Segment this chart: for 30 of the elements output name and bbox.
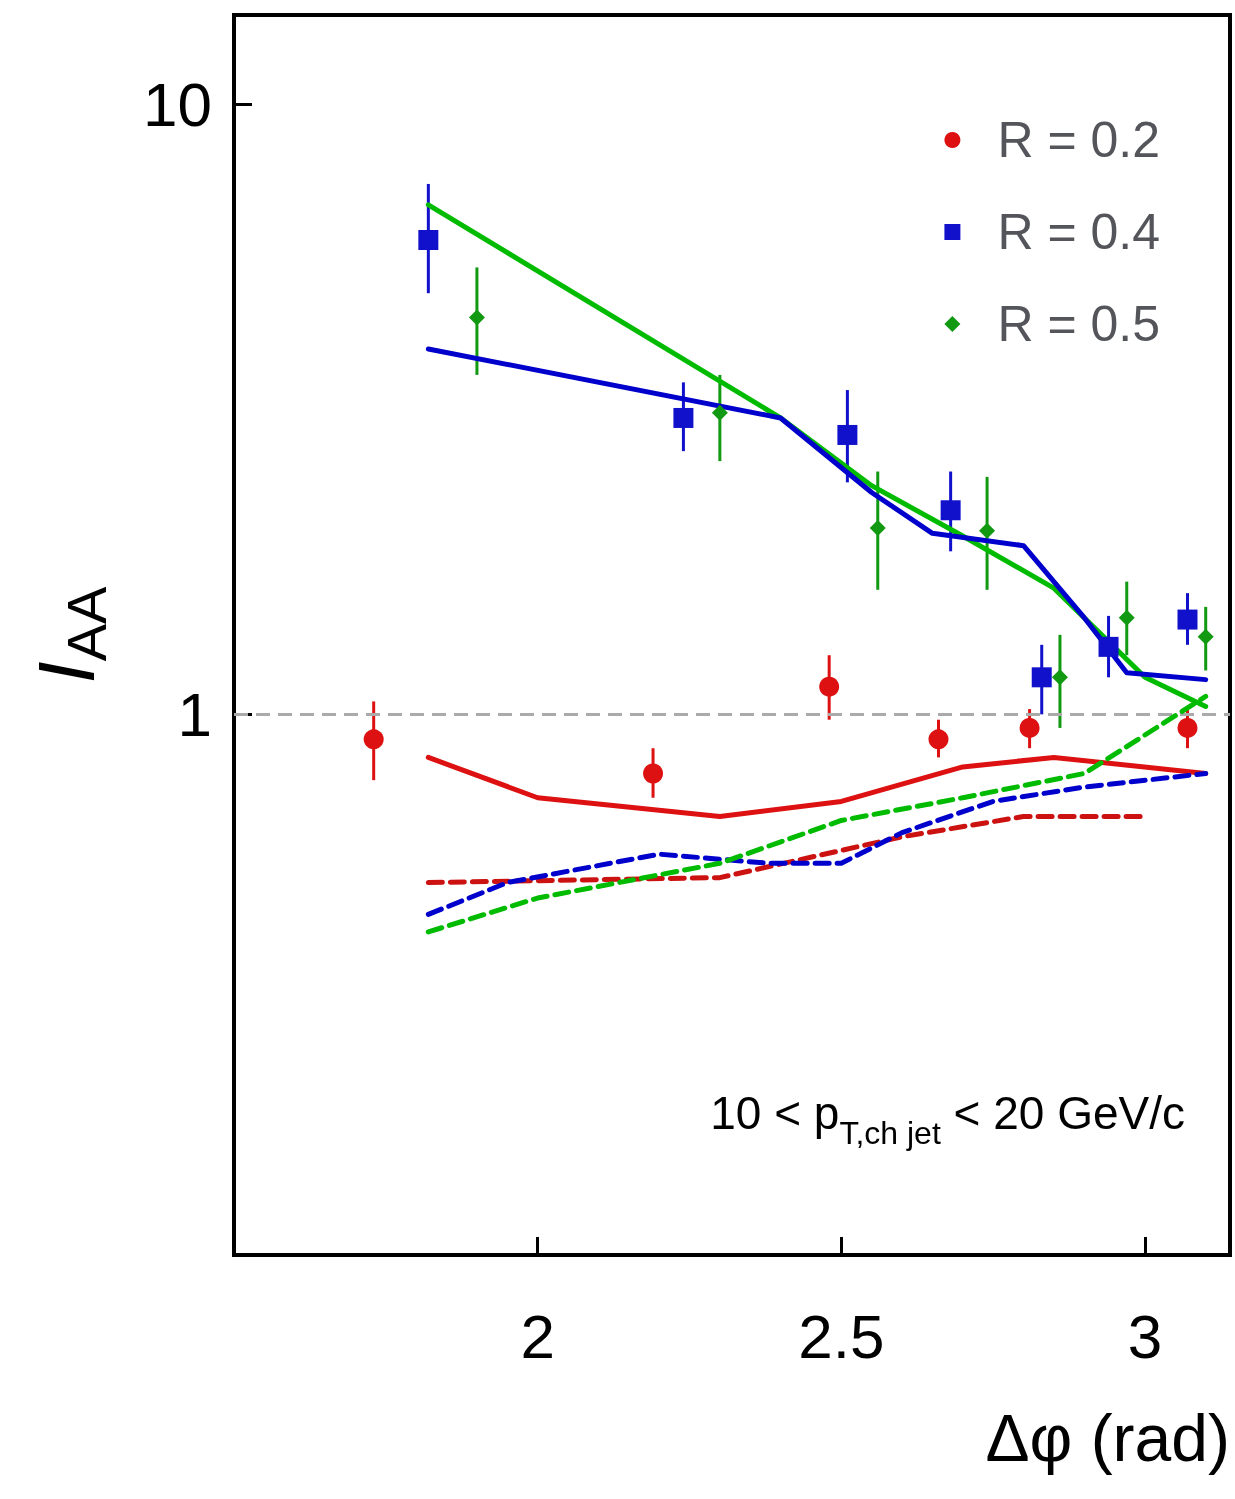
point [673, 407, 694, 428]
y-tick-label: 1 [177, 679, 212, 749]
x-tick-label: 2 [520, 1301, 555, 1371]
point [1019, 717, 1040, 738]
point [1098, 636, 1119, 657]
y-axis-title: IAA [21, 585, 118, 684]
point [979, 522, 996, 539]
point [837, 424, 858, 445]
x-tick-label: 2.5 [798, 1301, 885, 1371]
point [940, 500, 961, 521]
point [363, 729, 384, 750]
point [468, 309, 485, 326]
point [869, 520, 886, 537]
point [1118, 609, 1135, 626]
legend-label: R = 0.5 [997, 296, 1161, 352]
point [418, 229, 439, 250]
point [819, 676, 840, 697]
y-tick-label: 10 [143, 69, 212, 139]
point [643, 763, 664, 784]
point [1051, 669, 1068, 686]
point [1177, 609, 1198, 630]
point [1031, 667, 1052, 688]
x-axis-title: Δφ (rad) [985, 1401, 1230, 1475]
point [928, 729, 949, 750]
legend-label: R = 0.4 [997, 204, 1161, 260]
point [1197, 628, 1214, 645]
point [711, 404, 728, 421]
x-tick-label: 3 [1127, 1301, 1163, 1371]
legend-label: R = 0.2 [997, 112, 1161, 168]
point [1177, 717, 1198, 738]
